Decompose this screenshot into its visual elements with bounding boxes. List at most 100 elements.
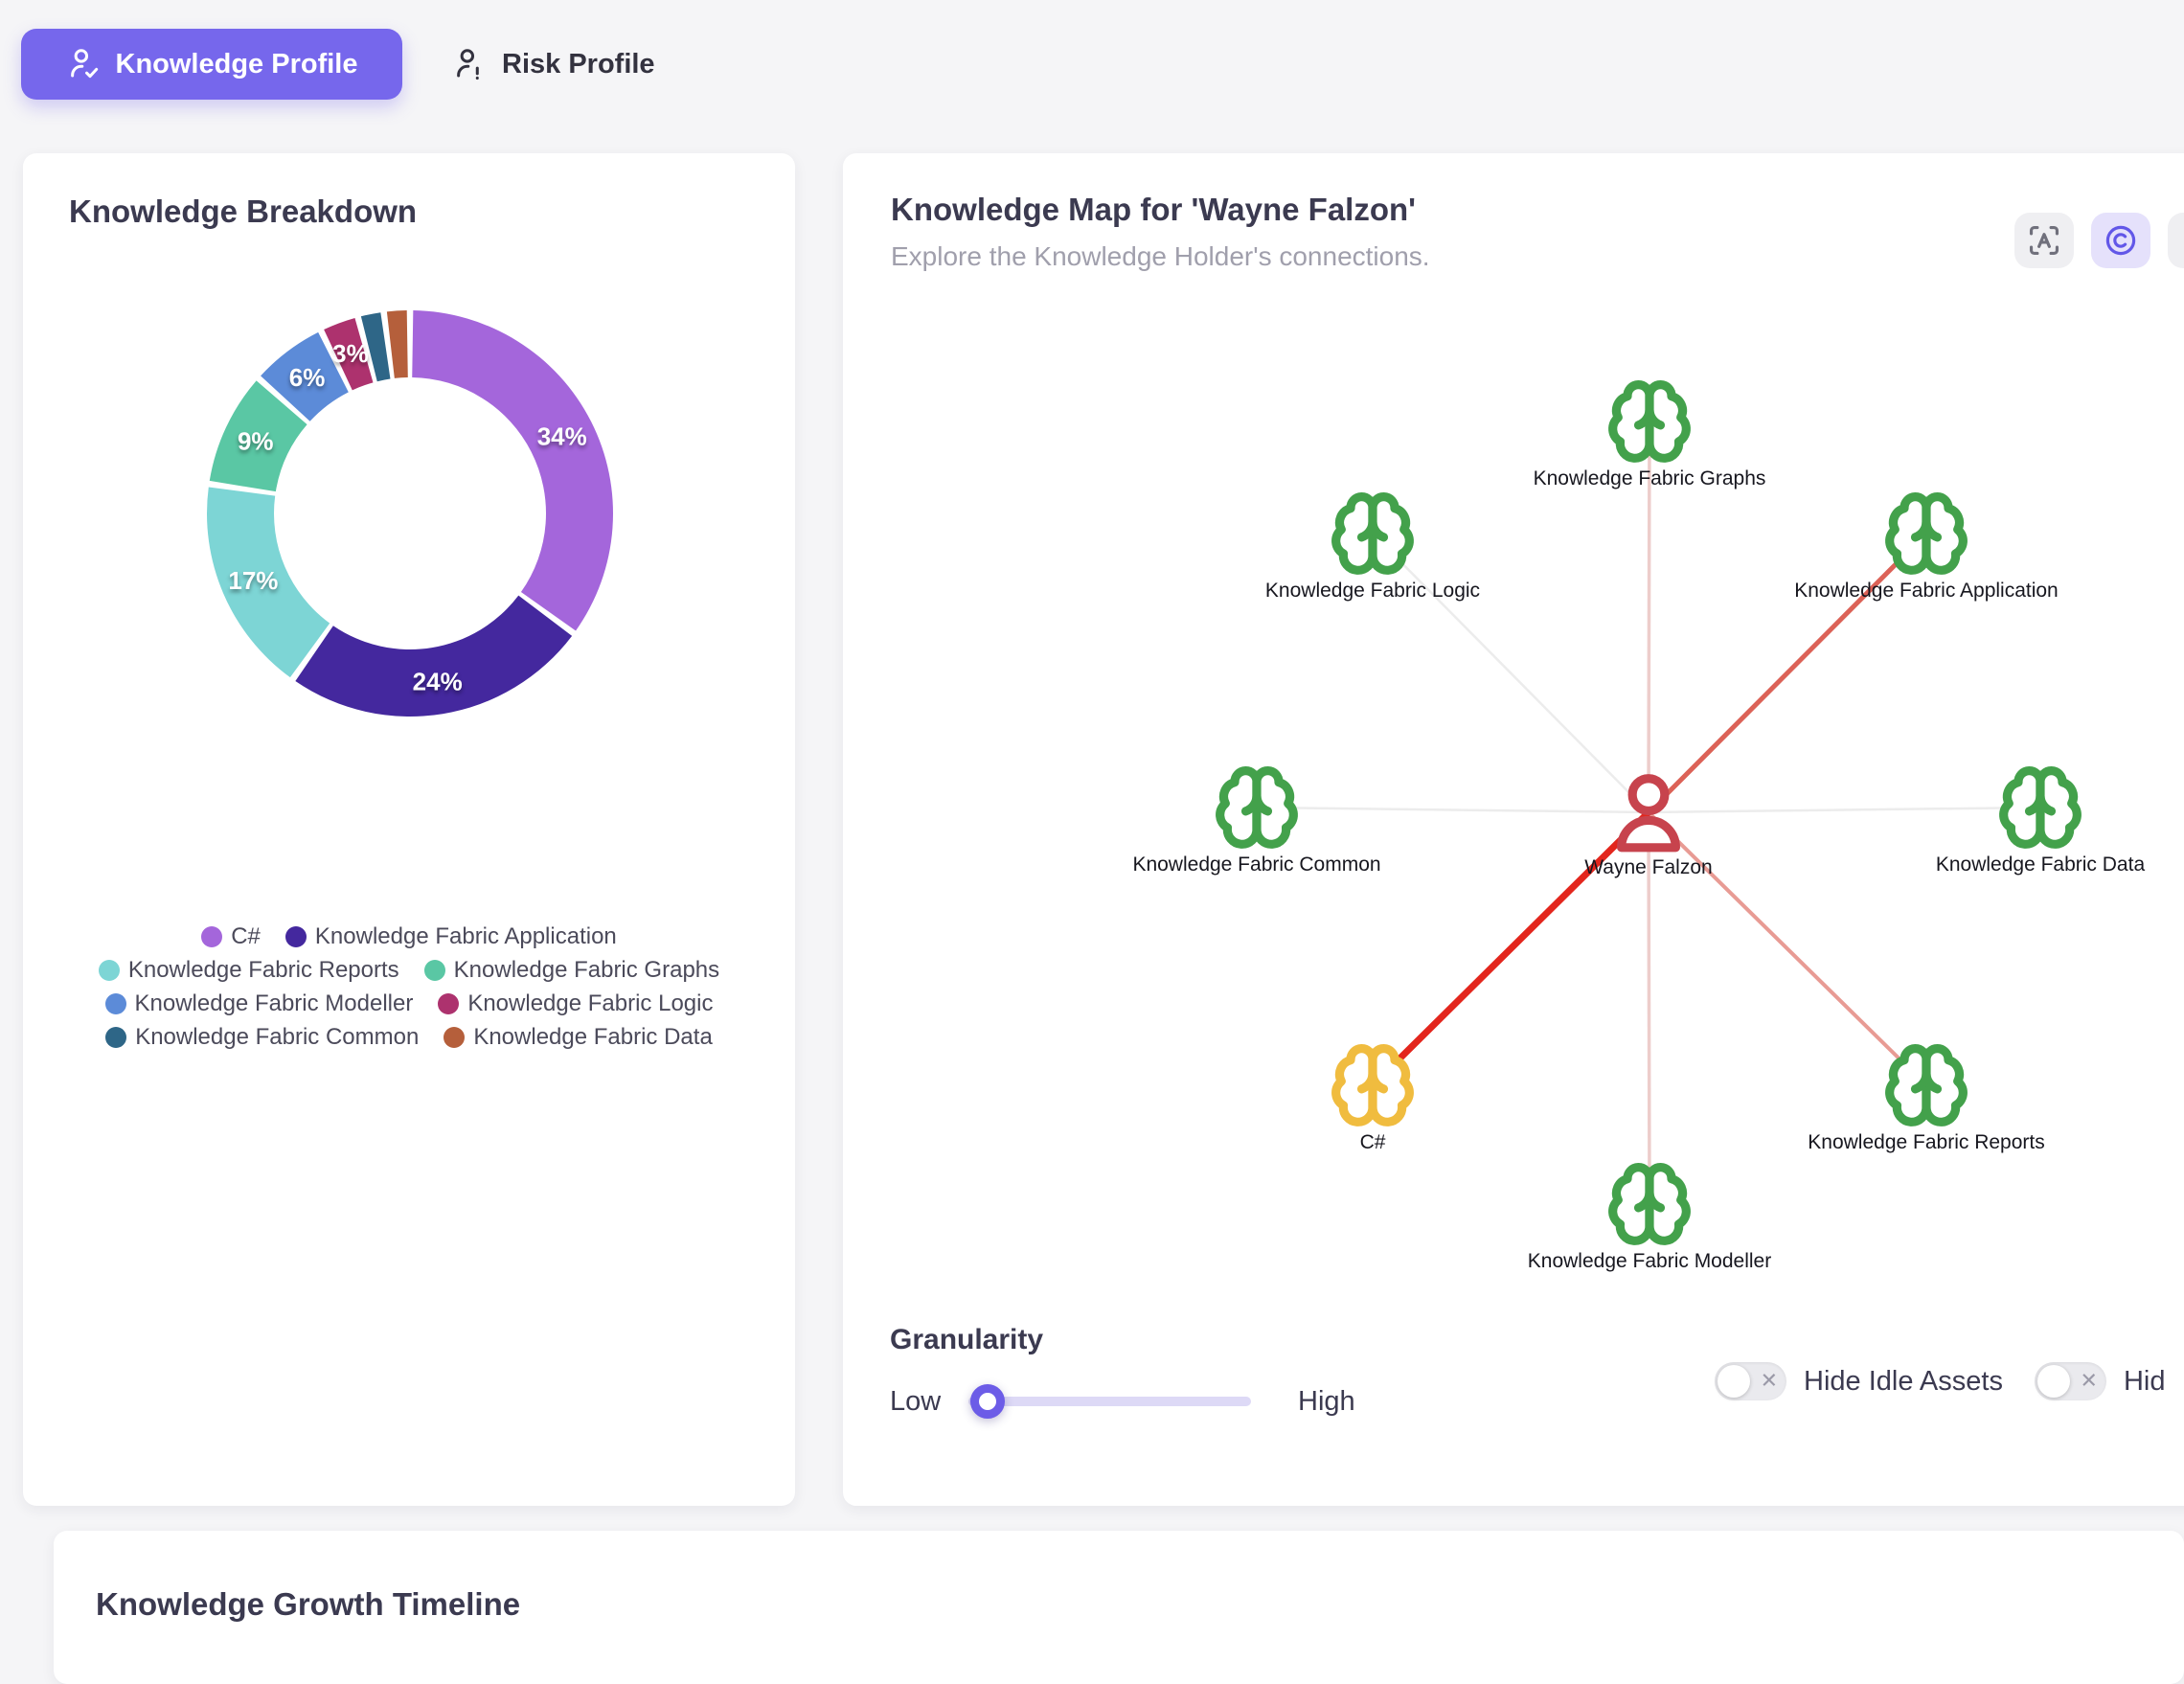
dashboard: Knowledge Profile Risk Profile Knowledge… [21,29,2184,1622]
map-edge-csharp [1370,809,1651,1088]
legend-swatch [423,960,445,981]
map-node-csharp[interactable] [1336,1049,1410,1123]
legend-row: C# Knowledge Fabric Application [201,923,617,950]
slider-thumb[interactable] [970,1384,1005,1419]
legend-item[interactable]: Knowledge Fabric Reports [98,957,399,984]
donut-slice-0[interactable] [412,310,613,631]
second-hide-group: ✕ Hid [2034,1362,2166,1400]
second-hide-label: Hid [2123,1365,2166,1397]
legend-item[interactable]: Knowledge Fabric Modeller [104,990,414,1017]
map-node-application[interactable] [1890,497,1964,571]
tab-risk-profile[interactable]: Risk Profile [452,29,655,100]
toggle-knob [2036,1365,2070,1398]
map-node-label-application: Knowledge Fabric Application [1794,580,2059,602]
map-subtitle: Explore the Knowledge Holder's connectio… [891,241,1430,271]
legend-swatch [201,926,223,947]
donut-legend: C# Knowledge Fabric Application Knowledge … [23,923,795,1051]
map-edge-application [1647,532,1928,814]
donut-slice-6[interactable] [360,312,391,382]
legend-label: Knowledge Fabric Data [473,1024,713,1050]
map-edge-reports [1647,810,1928,1087]
map-node-logic[interactable] [1336,497,1410,571]
donut-percent-label: 34% [537,421,587,450]
map-node-data[interactable] [2004,771,2078,845]
map-edge-common [1256,806,1649,814]
hide-idle-assets-label: Hide Idle Assets [1804,1365,2003,1397]
donut-slice-2[interactable] [207,487,330,678]
granularity-low-label: Low [890,1385,942,1417]
map-toolbar [2014,213,2184,268]
toggle-off-x-icon: ✕ [2080,1368,2098,1393]
map-node-label-common: Knowledge Fabric Common [1132,853,1380,876]
legend-item[interactable]: Knowledge Fabric Graphs [423,957,720,984]
profile-tabs: Knowledge Profile Risk Profile [21,29,655,100]
donut-slice-1[interactable] [295,595,573,717]
map-node-common[interactable] [1220,771,1294,845]
legend-item[interactable]: Knowledge Fabric Logic [438,990,713,1017]
legend-item[interactable]: Knowledge Fabric Common [105,1024,419,1051]
map-edge-data [1648,806,2041,814]
donut-percent-label: 9% [238,427,274,456]
legend-swatch [98,960,120,981]
knowledge-breakdown-donut: 34% 24% 17% 9% 6%3% [207,310,613,717]
tab-risk-profile-label: Risk Profile [502,48,655,80]
knowledge-breakdown-card: Knowledge Breakdown 34% 24% 17% 9% 6% 3% C# Kn… [23,153,795,1506]
timeline-title: Knowledge Growth Timeline [96,1586,521,1622]
map-title: Knowledge Map for 'Wayne Falzon' [891,192,1416,227]
legend-item[interactable]: Knowledge Fabric Application [284,923,617,950]
map-node-label-reports: Knowledge Fabric Reports [1808,1131,2044,1153]
legend-swatch [104,993,126,1014]
knowledge-growth-timeline-card: Knowledge Growth Timeline [54,1531,2184,1684]
donut-slice-4[interactable] [261,331,349,421]
map-node-label-data: Knowledge Fabric Data [1936,853,2146,876]
legend-swatch [284,926,307,947]
slider-track[interactable] [968,1397,1251,1406]
donut-percent-label: 6% [289,363,326,392]
map-node-label-wayne: Wayne Falzon [1584,856,1712,878]
legend-swatch [105,1027,127,1048]
legend-label: Knowledge Fabric Reports [127,957,399,983]
legend-row: Knowledge Fabric Common Knowledge Fabric … [105,1024,713,1051]
donut-slice-5[interactable] [324,317,374,391]
legend-label: Knowledge Fabric Logic [467,990,714,1016]
legend-label: Knowledge Fabric Modeller [134,990,414,1016]
granularity-slider[interactable] [968,1382,1251,1421]
more-options-button[interactable] [2168,213,2184,268]
map-edge-logic [1372,533,1649,813]
scan-text-icon [2029,225,2059,256]
toggle-off-x-icon: ✕ [1760,1368,1778,1393]
hide-idle-assets-toggle[interactable]: ✕ [1715,1362,1786,1400]
donut-percent-label: 17% [228,566,278,595]
map-node-label-logic: Knowledge Fabric Logic [1265,580,1480,602]
user-alert-icon [457,49,479,80]
map-node-label-csharp: C# [1360,1131,1386,1153]
tab-knowledge-profile[interactable]: Knowledge Profile [21,29,402,100]
map-node-reports[interactable] [1890,1049,1964,1123]
auto-label-button[interactable] [2014,213,2074,268]
granularity-high-label: High [1298,1385,1355,1417]
cluster-button[interactable] [2091,213,2150,268]
legend-swatch [438,993,460,1014]
granularity-control: Low High [890,1382,1355,1421]
legend-label: Knowledge Fabric Graphs [453,957,720,983]
breakdown-title: Knowledge Breakdown [69,193,418,229]
granularity-label: Granularity [890,1324,1044,1355]
donut-percent-label: 24% [413,668,463,696]
map-node-label-modeller: Knowledge Fabric Modeller [1528,1250,1771,1272]
donut-slice-7[interactable] [386,310,408,378]
legend-item[interactable]: C# [201,923,261,950]
legend-item[interactable]: Knowledge Fabric Data [444,1024,713,1051]
second-hide-toggle[interactable]: ✕ [2034,1362,2106,1400]
legend-label: Knowledge Fabric Application [314,923,617,949]
map-node-modeller[interactable] [1613,1168,1687,1241]
knowledge-map-card: Knowledge Map for 'Wayne Falzon' Explore… [843,153,2184,1506]
donut-slice-3[interactable] [209,380,307,492]
tab-knowledge-profile-label: Knowledge Profile [115,48,358,80]
donut-percent-label: 3% [332,339,369,368]
legend-row: Knowledge Fabric Modeller Knowledge Fabri… [104,990,713,1017]
legend-row: Knowledge Fabric Reports Knowledge Fabric… [98,957,720,984]
legend-swatch [444,1027,466,1048]
map-node-graphs[interactable] [1613,385,1687,459]
map-toggles: ✕ Hide Idle Assets ✕ Hid [1715,1362,2165,1400]
legend-label: C# [231,923,261,949]
